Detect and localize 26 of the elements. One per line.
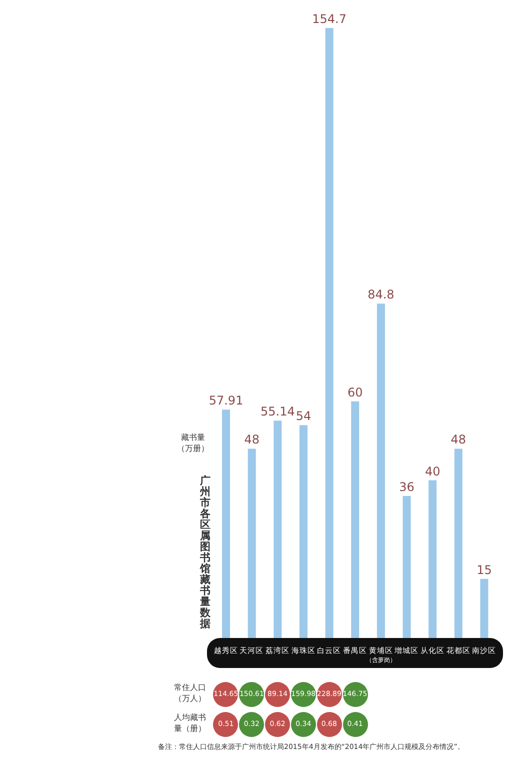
text: 人均藏书量（册） [173, 712, 207, 734]
bar [351, 401, 360, 638]
bar [454, 448, 462, 638]
bar [376, 304, 385, 638]
data-label: 57.91 [208, 394, 244, 408]
data-label: 154.7 [312, 12, 346, 26]
data-label: 54 [296, 409, 312, 424]
data-label: 55.14 [260, 404, 295, 419]
data-label: 60 [347, 385, 363, 400]
bar [248, 448, 256, 638]
data-label: 36 [399, 480, 414, 494]
bar [402, 496, 411, 638]
text: 常住人口（万人） [173, 682, 207, 704]
bar [325, 28, 334, 638]
data-label: 48 [244, 432, 260, 447]
bar [480, 578, 488, 638]
data-label: 84.8 [368, 288, 394, 302]
bar [428, 480, 437, 638]
y-axis-title: 藏书量（万册） [176, 432, 210, 454]
data-label: 40 [424, 464, 440, 478]
bar [222, 410, 230, 638]
chart-title: 广州市各区属图书馆藏书量数据 [200, 475, 211, 630]
data-label: 15 [476, 562, 492, 577]
bar [274, 420, 282, 638]
bar [299, 425, 308, 638]
data-label: 48 [450, 432, 466, 447]
